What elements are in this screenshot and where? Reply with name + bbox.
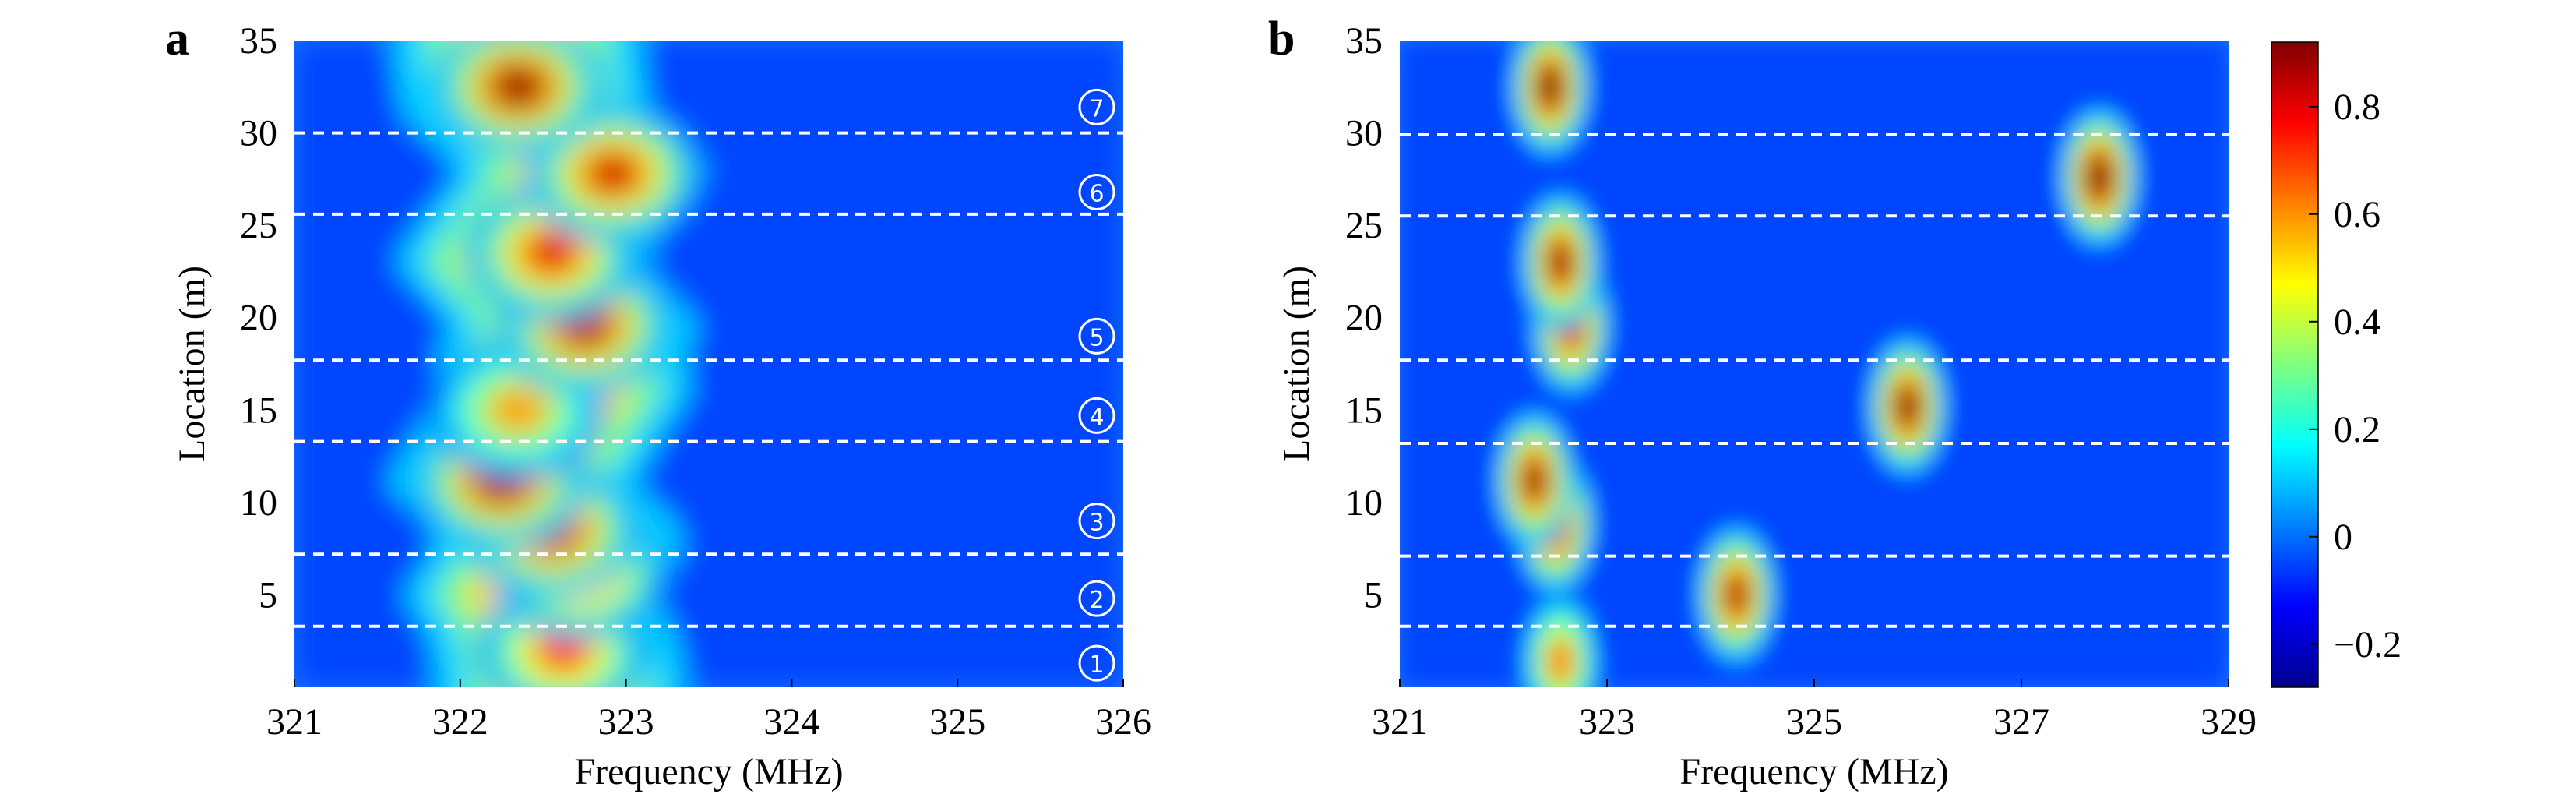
a-x-tick-label: 321: [266, 701, 322, 743]
b-y-tick-label: 10: [1345, 482, 1383, 524]
a-region-label-circle: [1078, 397, 1115, 434]
b-x-tick-label: 329: [2201, 701, 2257, 743]
b-x-tick-label: 321: [1372, 701, 1428, 743]
b-y-tick-label: 20: [1345, 298, 1383, 339]
a-y-tick-label: 10: [240, 482, 277, 524]
a-region-label-circle: [1078, 173, 1115, 210]
b-y-tick-label: 25: [1345, 205, 1383, 246]
a-x-tick-label: 322: [432, 701, 488, 743]
a-x-tick-label: 326: [1095, 701, 1151, 743]
a-region-label: 1: [1089, 651, 1104, 679]
b-y-tick-label: 5: [1364, 574, 1383, 616]
a-region-label: 4: [1089, 404, 1104, 431]
panel-a-y-axis-label: Location (m): [171, 266, 213, 462]
colorbar: −0.2 0 0.2 0.4 0.6 0.8: [2271, 41, 2402, 688]
b-hotspot: [1547, 239, 1573, 285]
b-x-tick-label: 327: [1993, 701, 2049, 743]
a-x-tick-label: 323: [598, 701, 654, 743]
panel-a-letter: a: [165, 12, 189, 65]
a-region-label: 5: [1089, 324, 1104, 351]
b-hotspot: [1894, 383, 1921, 429]
a-x-tick-label: 325: [929, 701, 985, 743]
panel-b: 321 323 325 327 329 5 10 15 20 25 30 35 Frequency …: [1276, 20, 2257, 792]
colorbar-tick-label: 0.4: [2334, 302, 2380, 343]
a-region-label: 7: [1089, 95, 1104, 122]
panel-b-boundaries: [1400, 132, 2229, 628]
panel-b-y-ticks: 5 10 15 20 25 30 35: [1345, 20, 1383, 616]
colorbar-tick-label: −0.2: [2334, 624, 2402, 665]
colorbar-tick-label: 0.2: [2334, 409, 2380, 450]
panel-a-x-ticks: 321 322 323 324 325 326: [266, 679, 1151, 743]
a-y-tick-label: 5: [259, 574, 277, 616]
a-region-label: 6: [1089, 180, 1104, 207]
a-x-tick-label: 324: [763, 701, 819, 743]
colorbar-gradient: [2271, 41, 2319, 688]
panel-a-x-axis-label: Frequency (MHz): [574, 751, 843, 792]
panel-b-x-ticks: 321 323 325 327 329: [1372, 679, 2257, 743]
a-y-tick-label: 25: [240, 205, 277, 246]
a-y-tick-label: 15: [240, 390, 277, 431]
panel-b-y-axis-label: Location (m): [1276, 266, 1317, 462]
a-region-label-circle: [1078, 88, 1115, 125]
a-region-label-circle: [1078, 644, 1115, 682]
colorbar-tick-label: 0.6: [2334, 194, 2380, 235]
b-x-tick-label: 325: [1786, 701, 1842, 743]
b-hotspot: [2086, 154, 2113, 200]
a-region-label: 3: [1089, 510, 1104, 537]
b-y-tick-label: 35: [1345, 20, 1383, 62]
a-y-tick-label: 20: [240, 298, 277, 339]
a-region-label-circle: [1078, 580, 1115, 617]
panel-b-plot-area: [1400, 41, 2229, 687]
panel-a-region-labels: 1 2 3 4 5 6 7: [1078, 88, 1115, 682]
b-y-tick-label: 30: [1345, 113, 1383, 154]
a-region-label: 2: [1089, 587, 1104, 614]
a-region-label-circle: [1078, 503, 1115, 540]
panel-a-heatmap: [294, 41, 1123, 687]
a-y-tick-label: 30: [240, 113, 277, 154]
panel-b-heatmap: [1400, 41, 2229, 687]
panel-b-letter: b: [1268, 12, 1295, 65]
colorbar-ticks: −0.2 0 0.2 0.4 0.6 0.8: [2309, 86, 2402, 665]
b-hotspot: [1521, 457, 1548, 503]
b-y-tick-label: 15: [1345, 390, 1383, 431]
a-region-label-circle: [1078, 317, 1115, 355]
panel-a-boundaries: [294, 131, 1123, 628]
b-hotspot: [1723, 572, 1750, 618]
b-x-tick-label: 323: [1579, 701, 1635, 743]
colorbar-tick-label: 0.8: [2334, 86, 2380, 128]
colorbar-tick-label: 0: [2334, 517, 2352, 558]
panel-a-y-ticks: 5 10 15 20 25 30 35: [240, 20, 277, 616]
panel-a-plot-area: [294, 41, 1123, 687]
a-hotspot: [523, 230, 580, 276]
b-hotspot: [1547, 638, 1573, 684]
panel-b-x-axis-label: Frequency (MHz): [1679, 751, 1948, 792]
a-hotspot: [583, 150, 642, 196]
a-hotspot: [489, 64, 547, 110]
b-hotspot: [1537, 64, 1563, 110]
a-y-tick-label: 35: [240, 20, 277, 62]
a-hotspot: [489, 387, 547, 433]
panel-a: 1 2 3 4 5 6 7 321 322 323 324 325 326 5 10 15 20 25 30 35…: [171, 20, 1151, 792]
